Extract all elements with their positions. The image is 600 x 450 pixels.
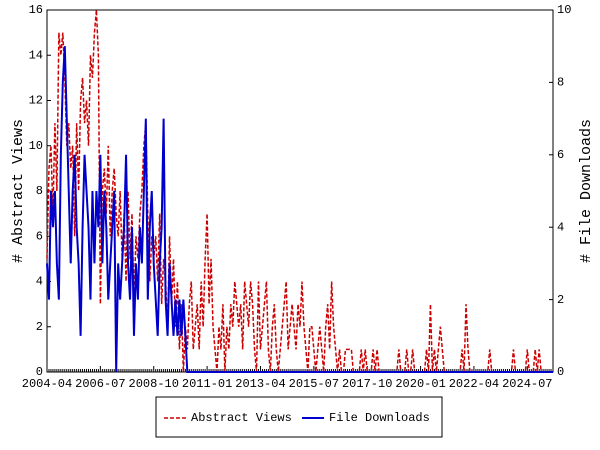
y-axis-title: # Abstract Views [10,119,27,263]
x-tick-label: 2004-04 [22,377,72,391]
y2-tick-label: 2 [557,293,564,307]
x-tick-label: 2024-07 [502,377,552,391]
y2-tick-label: 10 [557,3,571,17]
y-tick-label: 6 [36,229,43,243]
y2-axis-title: # File Downloads [578,119,595,263]
x-tick-label: 2015-07 [289,377,339,391]
y-tick-label: 14 [29,48,43,62]
x-tick-label: 2011-01 [182,377,232,391]
y-tick-label: 12 [29,94,43,108]
y-tick-label: 16 [29,3,43,17]
y-tick-label: 8 [36,184,43,198]
x-tick-label: 2006-07 [75,377,125,391]
x-tick-label: 2022-04 [449,377,499,391]
y2-tick-label: 8 [557,76,564,90]
y-tick-label: 4 [36,275,43,289]
x-tick-label: 2008-10 [129,377,179,391]
series-line [46,46,553,373]
y2-tick-label: 6 [557,148,564,162]
y2-tick-label: 4 [557,220,564,234]
legend-label: File Downloads [329,411,430,425]
x-tick-label: 2020-01 [395,377,445,391]
x-tick-label: 2017-10 [342,377,392,391]
y2-tick-label: 0 [557,365,564,379]
y-tick-label: 0 [36,365,43,379]
x-tick-label: 2013-04 [235,377,285,391]
y-tick-label: 10 [29,139,43,153]
legend-box [155,396,443,438]
legend-label: Abstract Views [191,411,292,425]
y-tick-label: 2 [36,320,43,334]
